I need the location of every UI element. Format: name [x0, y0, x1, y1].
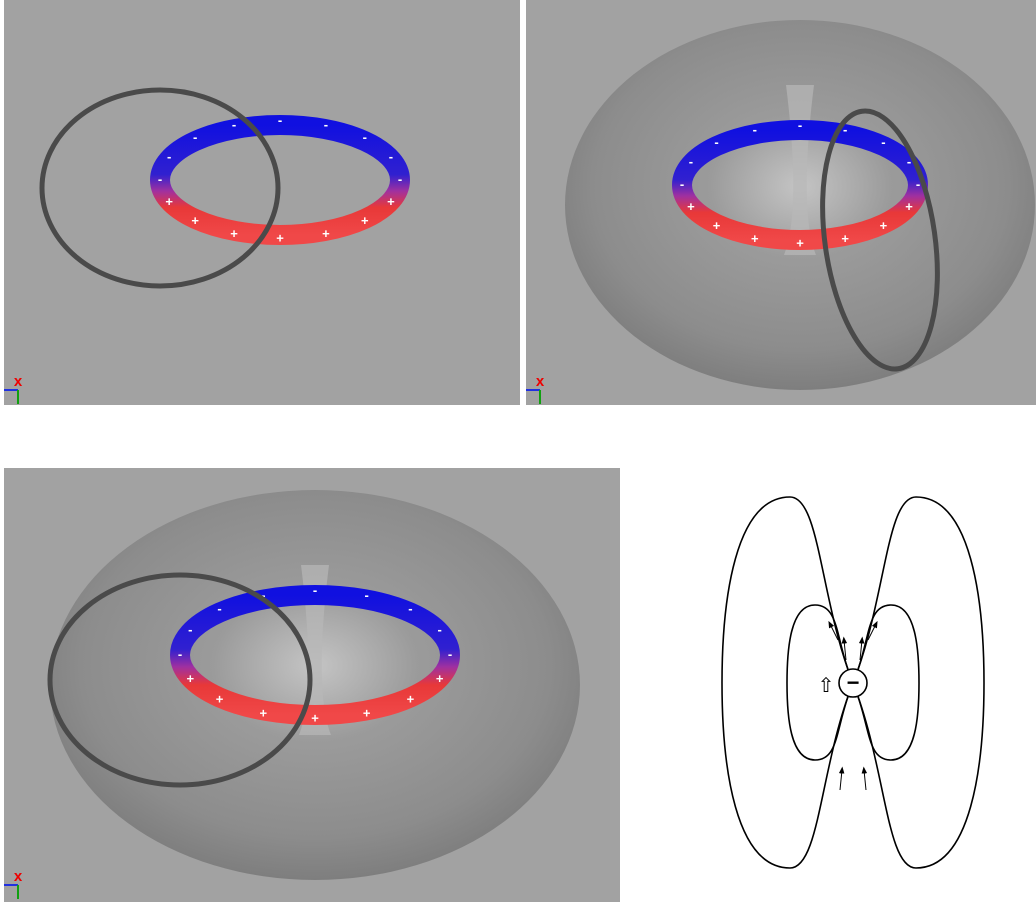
loop [47, 572, 313, 788]
render-panel: -+++++++---- - ---x [526, 0, 1036, 405]
ring-charge: + [407, 692, 415, 707]
ring-charge: - [714, 135, 718, 150]
arrow [828, 620, 839, 641]
ring-charge: - [448, 646, 452, 661]
ring-charge: + [436, 671, 444, 686]
ring-charge: + [841, 231, 849, 246]
ring-charge: - [680, 176, 684, 191]
ring-charge: - [363, 130, 367, 145]
ring-charge: + [796, 235, 804, 250]
field-line [721, 496, 854, 869]
ring-charge: + [165, 194, 173, 209]
ring-charge: + [905, 199, 913, 214]
ring-charge: + [363, 706, 371, 721]
ring-charge: + [322, 226, 330, 241]
axis-label: x [14, 373, 23, 390]
ring-charge: + [230, 226, 238, 241]
panel-background [4, 0, 520, 405]
ring-charge: - [324, 117, 328, 132]
ring-charge: + [387, 194, 395, 209]
arrow [861, 766, 868, 791]
ring-charge: - [193, 130, 197, 145]
ring-charge: + [311, 710, 319, 725]
render-panel: -+++++++---- - ---x [4, 0, 520, 405]
ring-charge: - [389, 149, 393, 164]
ring-charge: + [713, 218, 721, 233]
loop [820, 108, 940, 372]
charge-sign: − [847, 670, 860, 695]
field-diagram: − ⇧ [721, 496, 985, 869]
render-panels: -+++++++---- - ---x-+++++++---- - ---x-+++++… [4, 0, 1036, 902]
ring-charge: - [364, 587, 368, 602]
ring-charge: - [438, 622, 442, 637]
ring-charge: - [167, 149, 171, 164]
torus-throat [299, 565, 331, 735]
ring-charge: - [232, 117, 236, 132]
ring-charge: - [158, 171, 162, 186]
ring-charge: - [188, 622, 192, 637]
arrow [858, 636, 865, 661]
ring-charge: - [881, 135, 885, 150]
ring-charge: + [186, 671, 194, 686]
ring-charge: + [191, 213, 199, 228]
ring-charge: - [313, 582, 317, 597]
axis-label: x [536, 373, 545, 390]
charged-ring [672, 120, 928, 250]
ring-charge: + [880, 218, 888, 233]
dipole-arrow: ⇧ [818, 675, 835, 697]
ring-charge: - [261, 587, 265, 602]
charge [838, 668, 868, 698]
ring-charge: + [687, 199, 695, 214]
charged-ring [150, 115, 410, 245]
ring-charge: - [217, 601, 221, 616]
arrow [841, 636, 848, 661]
arrow [838, 766, 845, 791]
ring-charge: - [907, 154, 911, 169]
ring-charge: + [260, 706, 268, 721]
ring-charge: + [361, 213, 369, 228]
ring-charge: + [216, 692, 224, 707]
ring-charge: - [916, 176, 920, 191]
ring-charge: - [408, 601, 412, 616]
render-panel: -+++++++---- - ---x [4, 468, 620, 902]
arrow [867, 620, 878, 641]
ring-charge: - [178, 646, 182, 661]
ring-charge: - [278, 112, 282, 127]
field-line [786, 604, 854, 761]
ring-charge: + [276, 230, 284, 245]
ring-charge: - [798, 117, 802, 132]
ring-charge: - [753, 122, 757, 137]
loop [39, 87, 281, 289]
ring-charge: + [751, 231, 759, 246]
ring-charge: - [689, 154, 693, 169]
axis-label: x [14, 868, 23, 885]
field-line [852, 496, 985, 869]
charged-ring [170, 585, 460, 725]
field-line [852, 604, 920, 761]
ring-charge: - [398, 171, 402, 186]
ring-charge: - [843, 122, 847, 137]
